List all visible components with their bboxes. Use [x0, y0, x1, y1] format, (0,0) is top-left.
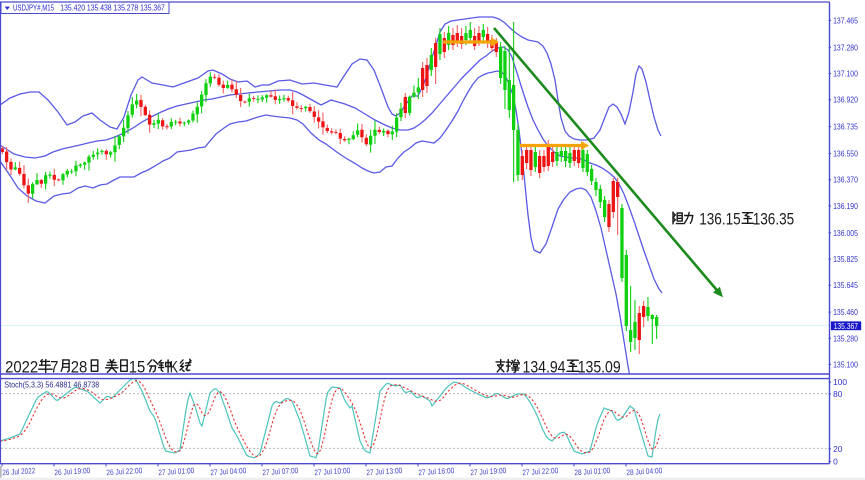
svg-text:135.645: 135.645: [833, 280, 858, 290]
svg-text:7: 7: [50, 358, 58, 377]
svg-text:26 Jul 19:00: 26 Jul 19:00: [54, 466, 91, 477]
svg-text:137.465: 137.465: [833, 15, 858, 25]
svg-text:135.460: 135.460: [833, 307, 858, 317]
svg-text:27 Jul 10:00: 27 Jul 10:00: [314, 466, 351, 477]
svg-text:80: 80: [833, 389, 843, 399]
svg-text:26 Jul 2022: 26 Jul 2022: [2, 466, 35, 477]
svg-text:27 Jul 07:00: 27 Jul 07:00: [262, 466, 299, 477]
svg-text:135.280: 135.280: [833, 333, 858, 343]
svg-text:2022: 2022: [5, 358, 38, 377]
svg-text:28: 28: [71, 358, 88, 377]
svg-text:134.94: 134.94: [523, 358, 566, 377]
svg-text:K: K: [170, 358, 179, 377]
svg-text:136.15: 136.15: [699, 211, 741, 229]
svg-text:136.35: 136.35: [753, 211, 795, 229]
svg-text:136.550: 136.550: [833, 149, 858, 159]
svg-text:26 Jul 22:00: 26 Jul 22:00: [106, 466, 143, 477]
svg-text:137.100: 137.100: [833, 69, 858, 79]
svg-text:136.735: 136.735: [833, 122, 858, 132]
svg-text:27 Jul 01:00: 27 Jul 01:00: [158, 466, 195, 477]
svg-text:135.420 135.438 135.278 135.36: 135.420 135.438 135.278 135.367: [60, 3, 165, 13]
svg-text:27 Jul 16:00: 27 Jul 16:00: [418, 466, 455, 477]
svg-text:136.920: 136.920: [833, 95, 858, 105]
svg-text:135.09: 135.09: [578, 358, 621, 377]
svg-text:0: 0: [833, 456, 838, 466]
svg-text:136.190: 136.190: [833, 201, 858, 211]
svg-text:27 Jul 22:00: 27 Jul 22:00: [522, 466, 559, 477]
svg-text:136.370: 136.370: [833, 175, 858, 185]
svg-text:27 Jul 19:00: 27 Jul 19:00: [470, 466, 507, 477]
svg-text:135.825: 135.825: [833, 254, 858, 264]
svg-text:135.100: 135.100: [833, 359, 858, 369]
svg-text:100: 100: [833, 377, 847, 387]
svg-text:USDJPY#,M15: USDJPY#,M15: [13, 3, 54, 13]
svg-text:27 Jul 13:00: 27 Jul 13:00: [366, 466, 403, 477]
svg-text:15: 15: [129, 358, 146, 377]
svg-text:Stoch(5,3,3) 56.4881 46.8738: Stoch(5,3,3) 56.4881 46.8738: [4, 380, 99, 390]
svg-text:136.005: 136.005: [833, 228, 858, 238]
svg-text:28 Jul 01:00: 28 Jul 01:00: [574, 466, 611, 477]
svg-text:137.280: 137.280: [833, 42, 858, 52]
svg-text:27 Jul 04:00: 27 Jul 04:00: [210, 466, 247, 477]
svg-text:20: 20: [833, 444, 843, 454]
svg-text:28 Jul 04:00: 28 Jul 04:00: [626, 466, 663, 477]
svg-text:135.367: 135.367: [834, 321, 859, 331]
